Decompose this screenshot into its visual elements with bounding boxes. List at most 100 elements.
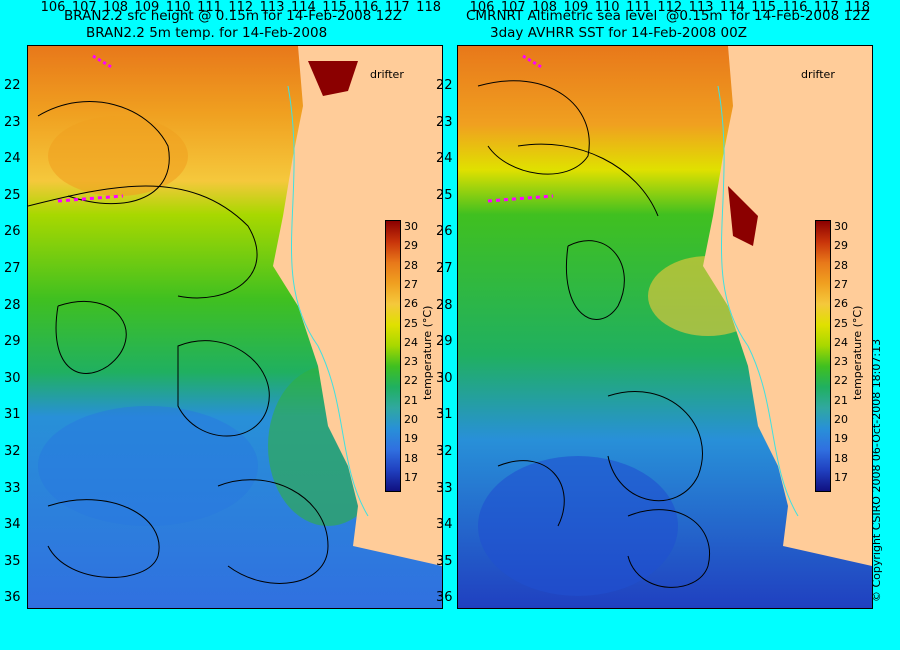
latitude-label-right: 22 <box>436 78 453 93</box>
colorbar-tick-left: 20 <box>404 413 418 426</box>
longitude-label-right: 118 <box>845 0 870 15</box>
right-colorbar-title: temperature (°C) <box>851 305 864 400</box>
colorbar-tick-left: 25 <box>404 316 418 330</box>
right-land-warm <box>728 186 758 246</box>
colorbar-tick-right: 18 <box>834 451 848 465</box>
colorbar-tick-left: 21 <box>404 393 418 407</box>
latitude-label-left: 29 <box>4 334 21 350</box>
latitude-label-left: 27 <box>4 261 21 276</box>
colorbar-tick-left: 18 <box>404 451 418 465</box>
latitude-label-right: 31 <box>436 407 453 423</box>
latitude-label-left: 23 <box>4 114 21 130</box>
longitude-label-left: 107 <box>71 0 97 15</box>
latitude-label-right: 36 <box>436 590 453 606</box>
left-cyan-contour <box>287 85 369 517</box>
left-colorbar-title: temperature (°C) <box>421 305 434 400</box>
latitude-label-left: 28 <box>4 297 21 313</box>
longitude-label-right: 106 <box>469 0 495 15</box>
colorbar-tick-right: 29 <box>834 239 848 253</box>
latitude-label-left: 30 <box>4 370 21 386</box>
longitude-label-left: 108 <box>103 0 128 15</box>
latitude-label-left: 36 <box>4 590 21 606</box>
left-cool-patch <box>38 406 258 526</box>
right-drifter-track-1 <box>522 54 544 70</box>
left-contour-a <box>37 101 170 205</box>
right-contour-a <box>477 80 590 175</box>
latitude-label-left: 31 <box>4 407 21 423</box>
right-cool-patch <box>478 456 678 596</box>
colorbar-tick-left: 30 <box>404 220 418 233</box>
left-contour-e <box>47 499 160 578</box>
colorbar-tick-right: 21 <box>834 393 848 407</box>
right-contour-c <box>566 240 625 320</box>
colorbar-tick-left: 29 <box>404 239 418 253</box>
right-contour-e <box>627 509 710 588</box>
left-drifter-label: drifter <box>370 68 404 81</box>
colorbar-tick-right: 22 <box>834 374 848 388</box>
longitude-label-right: 109 <box>563 0 589 15</box>
colorbar-tick-right: 23 <box>834 355 848 369</box>
right-colorbar <box>815 220 831 492</box>
left-map-panel[interactable] <box>27 45 443 609</box>
longitude-label-right: 112 <box>657 0 683 15</box>
latitude-label-left: 32 <box>4 444 21 459</box>
longitude-label-left: 115 <box>322 0 348 15</box>
colorbar-tick-right: 30 <box>834 220 848 233</box>
latitude-label-right: 24 <box>436 151 453 167</box>
latitude-label-right: 30 <box>436 370 453 386</box>
latitude-label-left: 33 <box>4 480 21 496</box>
colorbar-tick-right: 19 <box>834 432 848 446</box>
left-land-warm <box>308 61 358 96</box>
longitude-label-right: 117 <box>813 0 839 15</box>
latitude-label-right: 32 <box>436 444 453 459</box>
longitude-label-left: 106 <box>40 0 66 15</box>
left-contour-b <box>28 185 258 299</box>
left-title-line2: BRAN2.2 5m temp. for 14-Feb-2008 <box>86 25 328 41</box>
longitude-label-left: 118 <box>416 0 441 15</box>
colorbar-tick-left: 26 <box>404 297 418 311</box>
colorbar-tick-right: 27 <box>834 277 848 291</box>
right-cyan-contour <box>717 85 799 517</box>
colorbar-tick-left: 22 <box>404 374 418 388</box>
latitude-label-right: 26 <box>436 224 453 240</box>
latitude-label-right: 34 <box>436 517 453 533</box>
latitude-label-right: 33 <box>436 480 453 496</box>
right-drifter-track-2 <box>487 194 554 203</box>
longitude-label-left: 114 <box>290 0 316 15</box>
longitude-label-left: 112 <box>228 0 254 15</box>
left-title-line1: BRAN2.2 sfc height @ 0.15m for 14-Feb-20… <box>64 8 403 24</box>
longitude-label-left: 113 <box>259 0 285 15</box>
colorbar-tick-right: 17 <box>834 470 848 484</box>
latitude-label-left: 35 <box>4 553 21 569</box>
latitude-label-left: 26 <box>4 224 21 240</box>
latitude-label-left: 34 <box>4 517 21 533</box>
colorbar-tick-left: 28 <box>404 258 418 272</box>
longitude-label-right: 107 <box>500 0 526 15</box>
right-contour-b <box>517 143 659 217</box>
right-title-line1: CMRNRT Altimetric sea level @0.15m for 1… <box>466 8 870 24</box>
longitude-label-left: 117 <box>384 0 410 15</box>
copyright-text: © Copyright CSIRO 2008 06-Oct-2008 18:07… <box>870 338 883 602</box>
longitude-label-right: 116 <box>782 0 808 15</box>
right-drifter-label: drifter <box>801 68 835 81</box>
right-contour-f <box>497 460 565 527</box>
longitude-label-right: 108 <box>532 0 557 15</box>
left-warm-core <box>48 116 188 196</box>
longitude-label-right: 113 <box>688 0 714 15</box>
latitude-label-left: 24 <box>4 151 21 167</box>
colorbar-tick-left: 17 <box>404 470 418 484</box>
latitude-label-right: 28 <box>436 297 453 313</box>
colorbar-tick-right: 25 <box>834 316 848 330</box>
right-map-svg <box>458 46 872 608</box>
latitude-label-right: 25 <box>436 187 453 203</box>
colorbar-tick-left: 23 <box>404 355 418 369</box>
latitude-label-right: 27 <box>436 261 453 276</box>
left-contour-d <box>177 340 270 437</box>
left-drifter-track-2 <box>57 194 124 203</box>
longitude-label-left: 116 <box>353 0 379 15</box>
right-map-panel[interactable] <box>457 45 873 609</box>
latitude-label-right: 29 <box>436 334 453 350</box>
colorbar-tick-right: 20 <box>834 413 848 426</box>
left-contour-f <box>217 479 329 584</box>
longitude-label-right: 111 <box>626 0 651 15</box>
